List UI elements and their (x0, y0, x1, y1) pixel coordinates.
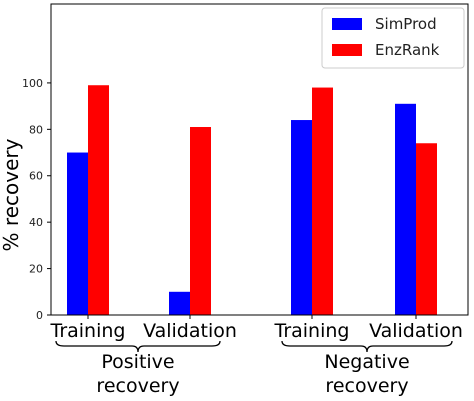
bar-enzrank-2 (312, 87, 333, 315)
y-tick-label-0: 0 (36, 309, 43, 322)
y-axis-ticks: 0 20 40 60 80 100 (22, 77, 51, 322)
group-label-1-line-1: recovery (325, 375, 408, 397)
bar-simprod-2 (291, 120, 312, 316)
legend-label-simprod: SimProd (375, 15, 437, 33)
bar-simprod-1 (169, 291, 190, 315)
x-tick-label-2: Training (274, 320, 350, 342)
legend-swatch-simprod (332, 18, 362, 30)
x-tick-label-3: Validation (369, 320, 463, 342)
x-tick-label-0: Training (50, 320, 126, 342)
bar-enzrank-1 (190, 127, 211, 315)
legend-label-enzrank: EnzRank (375, 41, 440, 59)
bars (67, 85, 437, 316)
y-tick-label-3: 60 (29, 170, 43, 183)
bar-simprod-3 (395, 103, 416, 315)
plot-frame (50, 3, 469, 316)
group-label-0-line-1: recovery (96, 375, 179, 397)
y-tick-label-2: 40 (29, 216, 43, 229)
x-tick-label-1: Validation (143, 320, 237, 342)
group-label-0-line-0: Positive (101, 351, 174, 373)
bar-enzrank-3 (416, 143, 437, 315)
group-bracket-0 (55, 340, 221, 353)
bar-enzrank-0 (88, 85, 109, 315)
bar-simprod-0 (67, 152, 88, 315)
y-axis-label: % recovery (0, 138, 23, 251)
legend: SimProd EnzRank (321, 7, 465, 69)
group-bracket-1 (281, 340, 453, 353)
group-label-1-line-0: Negative (324, 351, 409, 373)
x-axis-category-labels: Training Validation Training Validation (50, 315, 463, 342)
y-tick-label-4: 80 (29, 123, 43, 136)
y-tick-label-5: 100 (22, 77, 43, 90)
legend-swatch-enzrank (332, 44, 362, 56)
y-axis-label-group: % recovery (0, 138, 23, 251)
y-tick-label-1: 20 (29, 263, 43, 276)
